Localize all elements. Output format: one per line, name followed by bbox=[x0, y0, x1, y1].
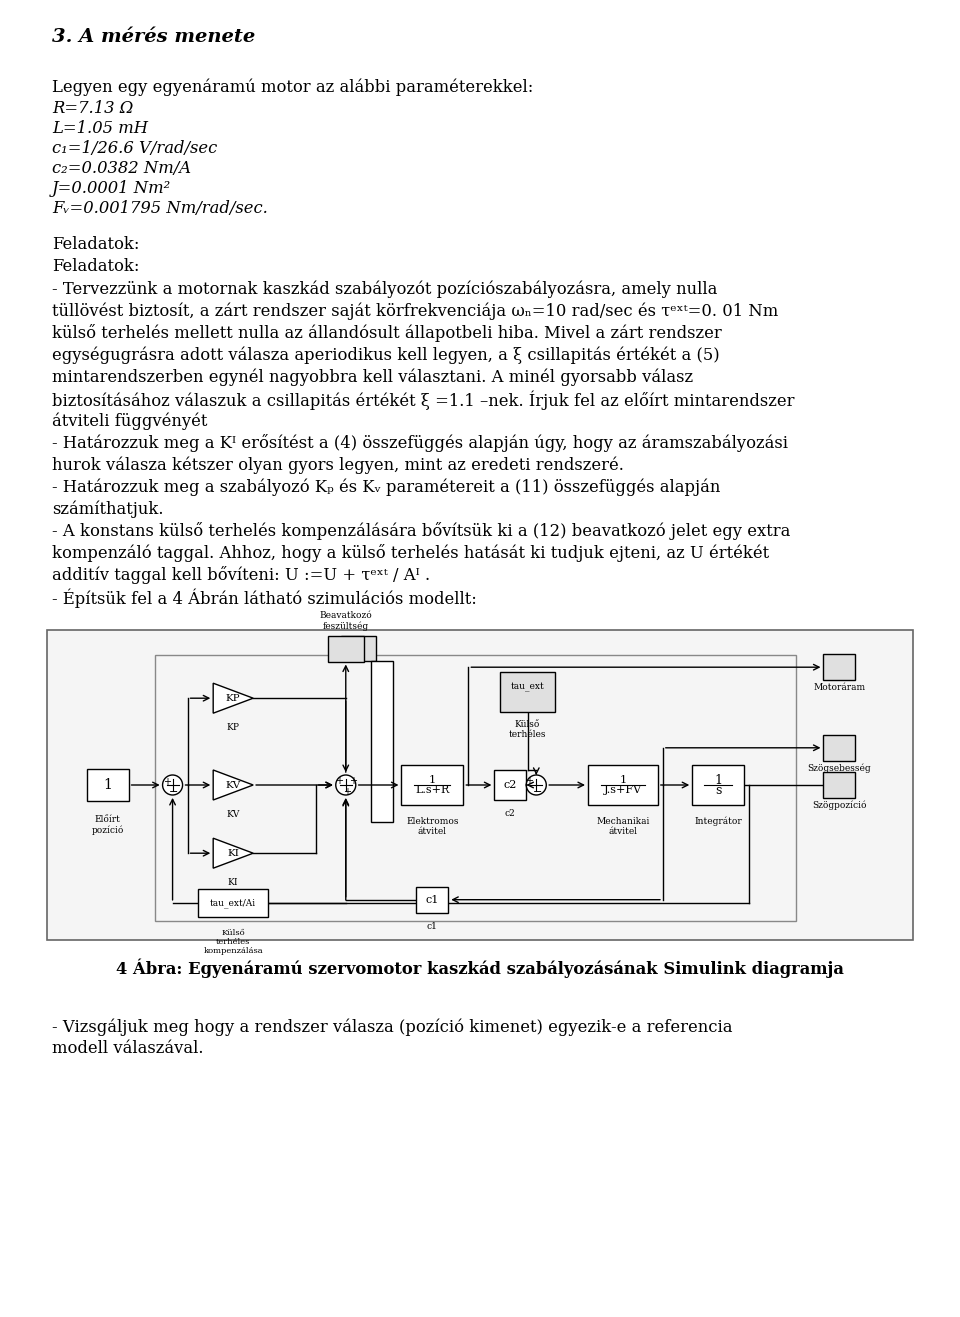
Polygon shape bbox=[213, 838, 253, 868]
Text: külső terhelés mellett nulla az állandósult állapotbeli hiba. Mivel a zárt rends: külső terhelés mellett nulla az állandós… bbox=[52, 324, 722, 342]
Text: c1: c1 bbox=[425, 894, 439, 905]
Text: Legyen egy egyenáramú motor az alábbi paraméterekkel:: Legyen egy egyenáramú motor az alábbi pa… bbox=[52, 78, 534, 96]
Bar bbox=[86, 769, 129, 801]
Text: 1: 1 bbox=[714, 773, 722, 786]
Text: additív taggal kell bővíteni: U :=U + τᵉˣᵗ / Aᴵ .: additív taggal kell bővíteni: U :=U + τᵉ… bbox=[52, 566, 430, 583]
Text: - Tervezzünk a motornak kaszkád szabályozót pozíciószabályozásra, amely nulla: - Tervezzünk a motornak kaszkád szabályo… bbox=[52, 281, 717, 298]
Text: - A konstans külső terhelés kompenzálására bővítsük ki a (12) beavatkozó jelet e: - A konstans külső terhelés kompenzálásá… bbox=[52, 522, 790, 540]
Text: - Építsük fel a 4 Ábrán látható szimulációs modellt:: - Építsük fel a 4 Ábrán látható szimulác… bbox=[52, 587, 477, 607]
Text: Elektromos
átvitel: Elektromos átvitel bbox=[406, 817, 459, 836]
Text: 1: 1 bbox=[103, 778, 112, 792]
Text: számíthatjuk.: számíthatjuk. bbox=[52, 500, 163, 518]
Text: átviteli függvényét: átviteli függvényét bbox=[52, 412, 207, 429]
Bar bbox=[824, 772, 855, 798]
Text: modell válaszával.: modell válaszával. bbox=[52, 1040, 204, 1058]
Text: c2: c2 bbox=[504, 780, 517, 790]
Bar bbox=[500, 672, 555, 712]
Text: +: + bbox=[525, 776, 534, 786]
Text: Beavatkozó
feszültség: Beavatkozó feszültség bbox=[320, 611, 372, 631]
Text: Szögsebesség: Szögsebesség bbox=[807, 764, 872, 773]
Text: - Határozzuk meg a Kᴵ erősítést a (4) összefüggés alapján úgy, hogy az áramszabá: - Határozzuk meg a Kᴵ erősítést a (4) ös… bbox=[52, 435, 788, 452]
Text: tau_ext/Ai: tau_ext/Ai bbox=[210, 898, 256, 907]
Bar bbox=[417, 886, 448, 913]
Text: biztosításához válaszuk a csillapitás értékét ξ =1.1 –nek. Írjuk fel az előírt m: biztosításához válaszuk a csillapitás ér… bbox=[52, 390, 795, 410]
Text: 3. A mérés menete: 3. A mérés menete bbox=[52, 28, 255, 46]
Text: KI: KI bbox=[228, 848, 239, 857]
Bar bbox=[401, 765, 464, 805]
Text: Szögpozíció: Szögpozíció bbox=[812, 801, 867, 810]
Text: Előírt
pozíció: Előírt pozíció bbox=[91, 815, 124, 835]
Polygon shape bbox=[213, 770, 253, 799]
Text: c₂=0.0382 Nm/A: c₂=0.0382 Nm/A bbox=[52, 159, 191, 176]
Bar bbox=[494, 770, 526, 799]
Circle shape bbox=[336, 774, 356, 795]
Text: +: + bbox=[343, 788, 350, 797]
Text: - Határozzuk meg a szabályozó Kₚ és Kᵥ paramétereit a (11) összefüggés alapján: - Határozzuk meg a szabályozó Kₚ és Kᵥ p… bbox=[52, 478, 720, 495]
Circle shape bbox=[162, 774, 182, 795]
Bar bbox=[198, 889, 268, 917]
Text: egységugrásra adott válasza aperiodikus kell legyen, a ξ csillapitás értékét a (: egységugrásra adott válasza aperiodikus … bbox=[52, 346, 720, 363]
Text: tau_ext: tau_ext bbox=[511, 682, 544, 691]
Text: KV: KV bbox=[226, 781, 241, 789]
Bar bbox=[327, 636, 364, 661]
Bar bbox=[156, 655, 796, 922]
Text: J.s+FV: J.s+FV bbox=[604, 785, 642, 795]
Bar bbox=[371, 661, 393, 822]
Bar bbox=[692, 765, 744, 805]
Bar bbox=[47, 630, 913, 940]
Text: Feladatok:: Feladatok: bbox=[52, 236, 139, 253]
Text: KI: KI bbox=[228, 878, 238, 888]
Text: Feladatok:: Feladatok: bbox=[52, 258, 139, 275]
Text: Külső
terhéles: Külső terhéles bbox=[509, 720, 546, 739]
Circle shape bbox=[526, 774, 546, 795]
Text: KV: KV bbox=[227, 810, 240, 819]
Text: KP: KP bbox=[227, 723, 240, 732]
Polygon shape bbox=[213, 684, 253, 714]
Text: s: s bbox=[715, 784, 721, 797]
Text: J=0.0001 Nm²: J=0.0001 Nm² bbox=[52, 180, 171, 198]
Text: +: + bbox=[348, 776, 357, 786]
Text: c2: c2 bbox=[505, 809, 516, 818]
Text: −: − bbox=[533, 788, 542, 797]
Text: Mechanikai
átvitel: Mechanikai átvitel bbox=[596, 817, 650, 836]
Text: L=1.05 mH: L=1.05 mH bbox=[52, 120, 148, 137]
Text: −: − bbox=[169, 788, 179, 797]
Text: 1: 1 bbox=[429, 774, 436, 785]
Text: kompenzáló taggal. Ahhoz, hogy a külső terhelés hatását ki tudjuk ejteni, az U é: kompenzáló taggal. Ahhoz, hogy a külső t… bbox=[52, 544, 769, 562]
Text: R=7.13 Ω: R=7.13 Ω bbox=[52, 100, 133, 117]
Text: Külső
terhéles
kompenzálása: Külső terhéles kompenzálása bbox=[204, 928, 263, 955]
Text: - Vizsgáljuk meg hogy a rendszer válasza (pozíció kimenet) egyezik-e a referenci: - Vizsgáljuk meg hogy a rendszer válasza… bbox=[52, 1018, 732, 1035]
Bar bbox=[588, 765, 658, 805]
Text: Motoráram: Motoráram bbox=[813, 684, 866, 693]
Text: Integrátor: Integrátor bbox=[694, 817, 742, 827]
Bar bbox=[342, 636, 376, 661]
Text: c₁=1/26.6 V/rad/sec: c₁=1/26.6 V/rad/sec bbox=[52, 140, 217, 157]
Text: Fᵥ=0.001795 Nm/rad/sec.: Fᵥ=0.001795 Nm/rad/sec. bbox=[52, 200, 268, 217]
Text: c1: c1 bbox=[427, 922, 438, 931]
Text: KP: KP bbox=[226, 694, 241, 703]
Text: tüllövést biztosít, a zárt rendszer saját körfrekvenciája ωₙ=10 rad/sec és τᵉˣᵗ=: tüllövést biztosít, a zárt rendszer sajá… bbox=[52, 302, 779, 320]
Text: +: + bbox=[162, 777, 171, 788]
Text: 4 Ábra: Egyenáramú szervomotor kaszkád szabályozásának Simulink diagramja: 4 Ábra: Egyenáramú szervomotor kaszkád s… bbox=[116, 957, 844, 977]
Text: hurok válasza kétszer olyan gyors legyen, mint az eredeti rendszeré.: hurok válasza kétszer olyan gyors legyen… bbox=[52, 456, 624, 474]
Bar bbox=[824, 735, 855, 761]
Text: mintarendszerben egynél nagyobbra kell választani. A minél gyorsabb válasz: mintarendszerben egynél nagyobbra kell v… bbox=[52, 367, 693, 386]
Text: L.s+R: L.s+R bbox=[416, 785, 449, 795]
Text: +: + bbox=[335, 776, 343, 786]
Text: 1: 1 bbox=[619, 774, 627, 785]
Bar bbox=[824, 655, 855, 680]
